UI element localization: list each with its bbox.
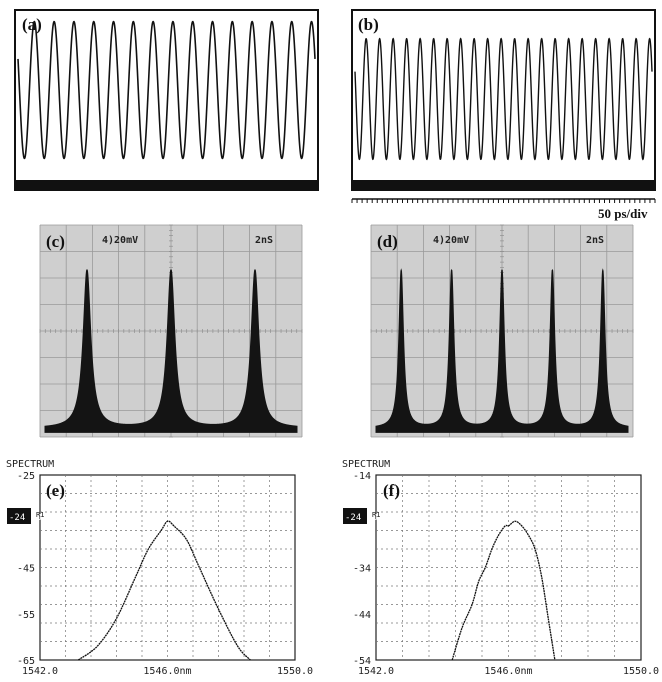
panel-c-volt-text: 4)20mV [102,235,138,246]
y-tick-label: -44 [353,610,371,621]
y-tick-label: -65 [17,656,35,667]
panel-e-label: (e) [46,481,65,500]
panel-a: (a) [14,9,319,191]
panel-d: (d) 4)20mV 2nS [370,224,634,438]
panel-e-ref-badge-text: -24 dB [9,513,42,523]
panel-c: (c) 4)20mV 2nS [39,224,303,438]
panel-b-time-ruler [351,198,656,203]
panel-b-label: (b) [358,15,379,34]
panel-f-ref-badge-text: -24 dB [345,513,378,523]
panel-a-baseline-bar [15,180,318,190]
panel-b-baseline-bar [352,180,655,190]
panel-f-tick-labels: 1542.0 1546.0nm 1550.0 -14 -34 -44 -54 [353,471,659,677]
panel-e-ref-badge [7,508,31,524]
x-tick-label: 1550.0 [277,666,313,677]
panel-e: SPECTRUM 1542.0 1546.0nm 1550.0 -25 -45 -55 -6… [6,459,313,677]
panel-a-waveform [17,20,316,160]
panel-d-label: (d) [377,232,398,251]
panel-f-ref-small: R1 [372,511,380,519]
x-tick-label: 1542.0 [22,666,58,677]
y-tick-label: -14 [353,471,371,482]
panel-f-grid [376,475,641,660]
panel-d-volt-text: 4)20mV [433,235,469,246]
panel-b-frame [351,9,656,191]
y-tick-label: -34 [353,564,371,575]
panel-e-ref-small: R1 [36,511,44,519]
panel-e-grid [40,475,295,660]
panel-c-trace [44,269,298,433]
panel-d-trace [375,268,629,433]
panel-a-label: (a) [22,15,42,34]
x-tick-label: 1546.0nm [484,666,532,677]
x-tick-label: 1546.0nm [143,666,191,677]
panel-d-time-text: 2nS [586,235,604,246]
y-tick-label: -55 [17,610,35,621]
panel-a-frame [14,9,319,191]
panel-b-waveform [354,37,653,161]
panel-f: SPECTRUM 1542.0 1546.0nm 1550.0 -14 -34 -44 -5… [342,459,659,677]
panel-e-tick-labels: 1542.0 1546.0nm 1550.0 -25 -45 -55 -65 [17,471,313,677]
y-tick-label: -25 [17,471,35,482]
panel-e-spectrum-title: SPECTRUM [6,459,54,470]
panel-b: (b) 50 ps/div [351,9,656,221]
panel-f-label: (f) [383,481,400,500]
panel-e-spectrum-trace [77,520,251,661]
panel-f-ref-badge [343,508,367,524]
y-tick-label: -45 [17,564,35,575]
y-tick-label: -54 [353,656,371,667]
x-tick-label: 1550.0 [623,666,659,677]
x-tick-label: 1542.0 [358,666,394,677]
panel-f-spectrum-title: SPECTRUM [342,459,390,470]
panel-f-spectrum-trace [451,520,556,661]
panel-c-time-text: 2nS [255,235,273,246]
panel-c-label: (c) [46,232,65,251]
panel-b-scale-text: 50 ps/div [598,206,648,221]
